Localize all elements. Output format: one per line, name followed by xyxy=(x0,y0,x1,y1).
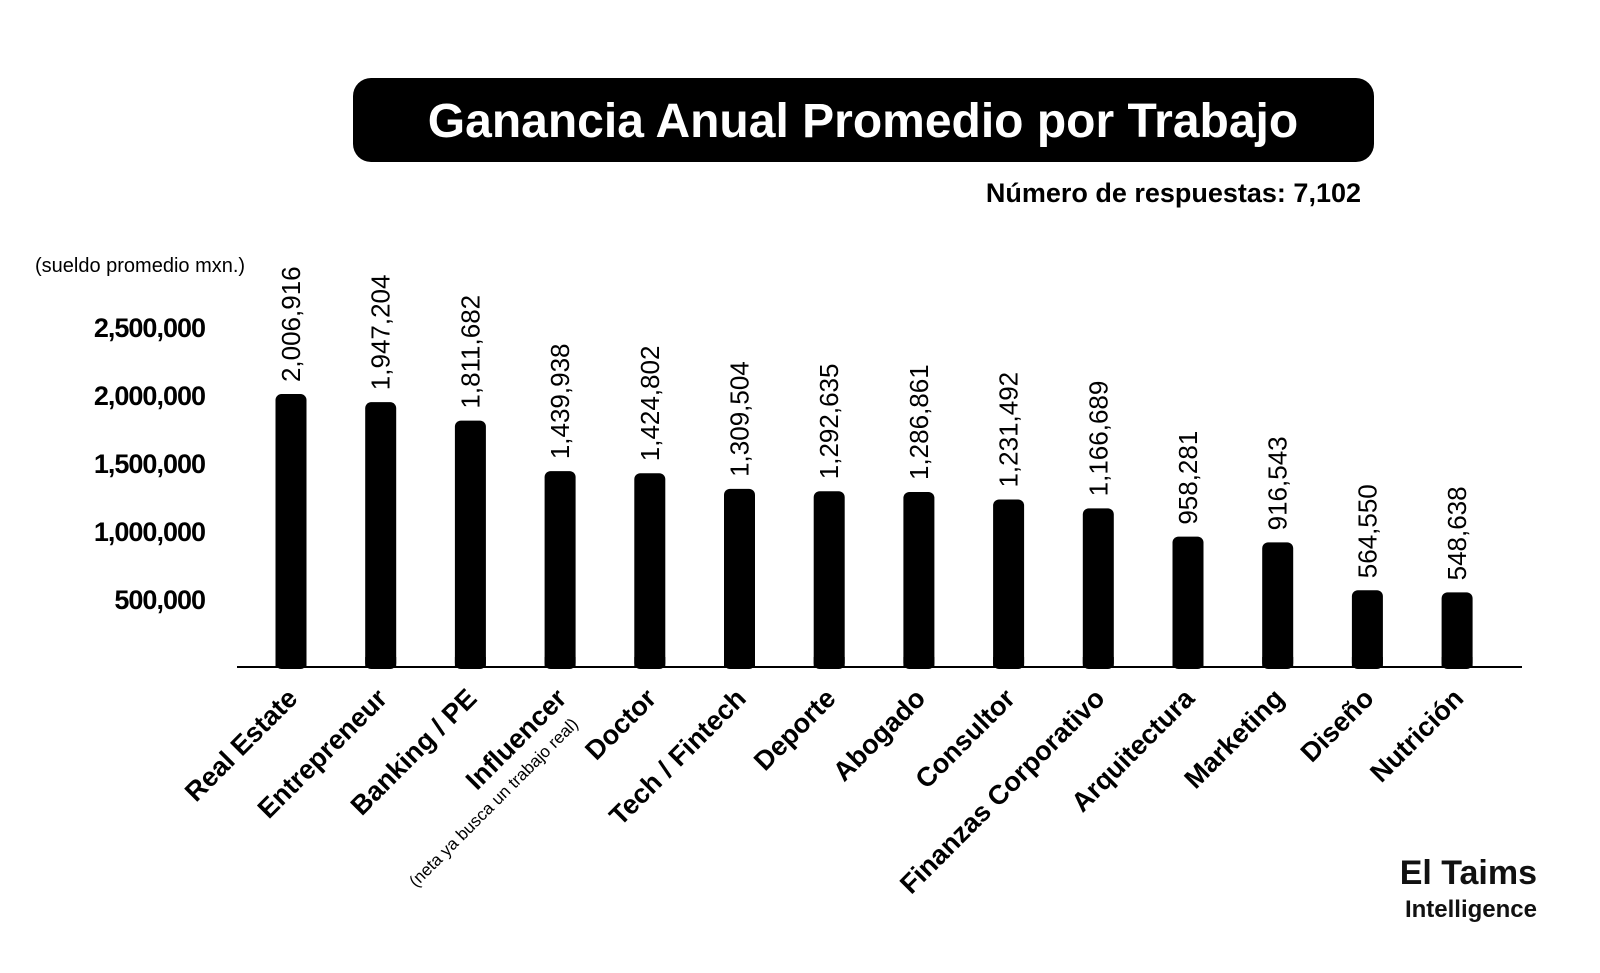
y-tick-label: 1,000,000 xyxy=(94,517,205,547)
bar xyxy=(1441,592,1473,669)
bar xyxy=(1262,542,1294,669)
y-tick-label: 500,000 xyxy=(114,585,205,615)
bar-value-label: 916,543 xyxy=(1263,436,1293,530)
brand-tagline: Intelligence xyxy=(1405,896,1537,923)
bar-base xyxy=(1262,657,1294,668)
value-labels-group: 2,006,916 1,947,204 1,811,682 1,439,938 1,42… xyxy=(276,266,1472,580)
bar xyxy=(544,471,576,669)
bar xyxy=(275,394,307,669)
category-label: Diseño xyxy=(1295,683,1380,768)
title-background xyxy=(353,78,1374,162)
brand-name: El Taims xyxy=(1400,854,1537,892)
bar-base xyxy=(634,657,666,668)
bar-base xyxy=(1441,657,1473,668)
bar-base xyxy=(903,657,935,668)
bars-group xyxy=(275,394,1473,669)
title-banner: Ganancia Anual Promedio por Trabajo xyxy=(353,78,1374,162)
bar xyxy=(1082,508,1114,669)
chart-title: Ganancia Anual Promedio por Trabajo xyxy=(428,95,1298,148)
bar-value-label: 1,811,682 xyxy=(455,295,485,409)
category-label: Nutrición xyxy=(1364,683,1469,788)
bar-value-label: 2,006,916 xyxy=(276,266,306,382)
bar-base xyxy=(724,657,755,668)
bar-base xyxy=(365,657,397,668)
category-label: Deporte xyxy=(748,683,841,776)
bar xyxy=(365,402,397,669)
bar-value-label: 564,550 xyxy=(1352,484,1382,578)
bar-value-label: 1,947,204 xyxy=(366,275,396,391)
bar-base xyxy=(813,657,845,668)
bar-value-label: 958,281 xyxy=(1173,431,1203,525)
bar xyxy=(993,499,1025,669)
bar-base xyxy=(1351,657,1383,668)
bar-value-label: 1,286,861 xyxy=(904,364,934,480)
bar-base xyxy=(1082,657,1114,668)
bar-value-label: 1,439,938 xyxy=(545,343,575,459)
bar-base xyxy=(993,657,1025,668)
y-axis-ticks: 500,000 1,000,000 1,500,000 2,000,000 2,500,… xyxy=(94,313,206,615)
bar-value-label: 1,166,689 xyxy=(1083,381,1113,497)
bar-base xyxy=(454,657,486,668)
bar xyxy=(454,420,486,669)
bar xyxy=(1351,590,1383,669)
y-tick-label: 2,500,000 xyxy=(94,313,205,343)
bar-base xyxy=(275,657,307,668)
bar-value-label: 1,309,504 xyxy=(725,361,755,477)
bar-value-label: 1,424,802 xyxy=(635,346,665,462)
chart-subtitle: Número de respuestas: 7,102 xyxy=(986,178,1361,208)
bar-value-label: 1,231,492 xyxy=(994,372,1024,488)
bar-value-label: 548,638 xyxy=(1442,486,1472,580)
bar-value-label: 1,292,635 xyxy=(814,364,844,480)
bar xyxy=(724,488,755,669)
bar-base xyxy=(544,657,576,668)
bar xyxy=(813,491,845,669)
bar-base xyxy=(1172,657,1204,668)
bar xyxy=(903,491,935,669)
y-axis-label: (sueldo promedio mxn.) xyxy=(35,255,245,277)
category-label: Doctor xyxy=(579,683,662,766)
bar xyxy=(634,473,666,669)
bar xyxy=(1172,536,1204,669)
y-tick-label: 2,000,000 xyxy=(94,381,205,411)
y-tick-label: 1,500,000 xyxy=(94,449,205,479)
